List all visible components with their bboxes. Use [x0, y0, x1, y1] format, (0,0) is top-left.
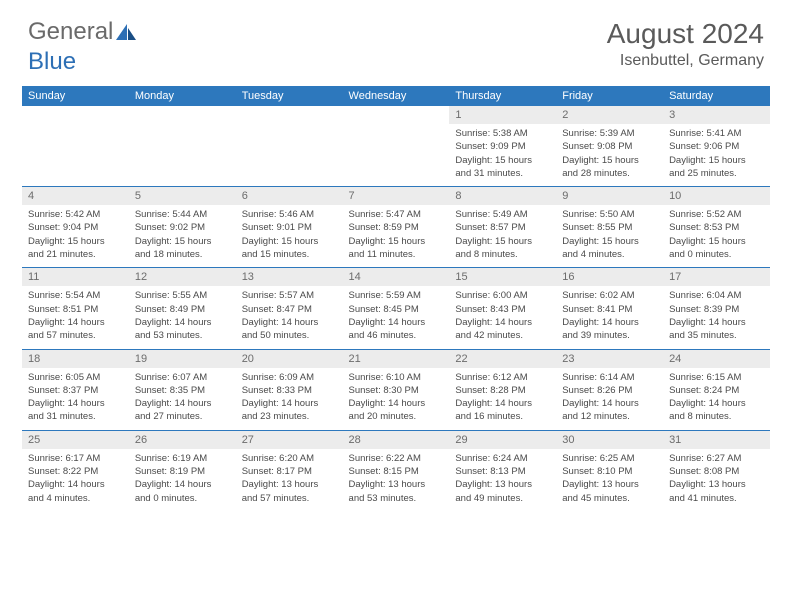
day-info-cell: Sunrise: 5:52 AMSunset: 8:53 PMDaylight:… — [663, 205, 770, 268]
day-number-cell: 30 — [556, 430, 663, 449]
week-0-number-row: 123 — [22, 106, 770, 124]
col-header-wednesday: Wednesday — [343, 86, 450, 106]
day-number-cell: 13 — [236, 268, 343, 287]
location-label: Isenbuttel, Germany — [607, 52, 764, 70]
day-info-cell: Sunrise: 6:00 AMSunset: 8:43 PMDaylight:… — [449, 286, 556, 349]
day-info-cell: Sunrise: 5:57 AMSunset: 8:47 PMDaylight:… — [236, 286, 343, 349]
day-number-cell: 16 — [556, 268, 663, 287]
day-number-cell: 23 — [556, 349, 663, 368]
day-info-cell: Sunrise: 6:17 AMSunset: 8:22 PMDaylight:… — [22, 449, 129, 511]
day-info-cell: Sunrise: 6:15 AMSunset: 8:24 PMDaylight:… — [663, 368, 770, 431]
day-number-cell: 27 — [236, 430, 343, 449]
day-number-cell: 8 — [449, 187, 556, 206]
col-header-thursday: Thursday — [449, 86, 556, 106]
calendar-table: SundayMondayTuesdayWednesdayThursdayFrid… — [22, 86, 770, 511]
day-number-cell: 25 — [22, 430, 129, 449]
day-info-cell — [22, 124, 129, 187]
day-number-cell: 6 — [236, 187, 343, 206]
week-2-info-row: Sunrise: 5:54 AMSunset: 8:51 PMDaylight:… — [22, 286, 770, 349]
day-number-cell: 22 — [449, 349, 556, 368]
day-info-cell — [129, 124, 236, 187]
day-info-cell: Sunrise: 6:25 AMSunset: 8:10 PMDaylight:… — [556, 449, 663, 511]
col-header-tuesday: Tuesday — [236, 86, 343, 106]
day-info-cell: Sunrise: 5:50 AMSunset: 8:55 PMDaylight:… — [556, 205, 663, 268]
day-number-cell: 2 — [556, 106, 663, 124]
day-number-cell: 15 — [449, 268, 556, 287]
day-info-cell: Sunrise: 6:27 AMSunset: 8:08 PMDaylight:… — [663, 449, 770, 511]
day-info-cell: Sunrise: 6:07 AMSunset: 8:35 PMDaylight:… — [129, 368, 236, 431]
week-4-info-row: Sunrise: 6:17 AMSunset: 8:22 PMDaylight:… — [22, 449, 770, 511]
day-info-cell: Sunrise: 6:24 AMSunset: 8:13 PMDaylight:… — [449, 449, 556, 511]
day-number-cell: 14 — [343, 268, 450, 287]
day-info-cell — [236, 124, 343, 187]
day-info-cell: Sunrise: 5:54 AMSunset: 8:51 PMDaylight:… — [22, 286, 129, 349]
day-number-cell: 5 — [129, 187, 236, 206]
week-3-info-row: Sunrise: 6:05 AMSunset: 8:37 PMDaylight:… — [22, 368, 770, 431]
day-info-cell — [343, 124, 450, 187]
week-4-number-row: 25262728293031 — [22, 430, 770, 449]
day-number-cell: 28 — [343, 430, 450, 449]
header: General August 2024 Isenbuttel, Germany — [0, 0, 792, 78]
day-number-cell: 17 — [663, 268, 770, 287]
day-number-cell: 20 — [236, 349, 343, 368]
logo-text-blue: Blue — [28, 48, 76, 75]
day-number-cell: 26 — [129, 430, 236, 449]
day-number-cell: 21 — [343, 349, 450, 368]
day-number-cell: 9 — [556, 187, 663, 206]
day-info-cell: Sunrise: 6:05 AMSunset: 8:37 PMDaylight:… — [22, 368, 129, 431]
logo: General — [28, 18, 139, 46]
day-number-cell: 3 — [663, 106, 770, 124]
day-number-cell: 31 — [663, 430, 770, 449]
col-header-monday: Monday — [129, 86, 236, 106]
day-number-cell: 12 — [129, 268, 236, 287]
day-info-cell: Sunrise: 6:02 AMSunset: 8:41 PMDaylight:… — [556, 286, 663, 349]
logo-text-general: General — [28, 18, 113, 46]
calendar-body: 123 Sunrise: 5:38 AMSunset: 9:09 PMDayli… — [22, 106, 770, 511]
day-number-cell — [343, 106, 450, 124]
day-number-cell: 18 — [22, 349, 129, 368]
page-title: August 2024 — [607, 18, 764, 50]
day-number-cell: 10 — [663, 187, 770, 206]
day-info-cell: Sunrise: 5:47 AMSunset: 8:59 PMDaylight:… — [343, 205, 450, 268]
day-info-cell: Sunrise: 6:20 AMSunset: 8:17 PMDaylight:… — [236, 449, 343, 511]
day-number-cell — [22, 106, 129, 124]
day-number-cell — [129, 106, 236, 124]
day-info-cell: Sunrise: 5:42 AMSunset: 9:04 PMDaylight:… — [22, 205, 129, 268]
col-header-saturday: Saturday — [663, 86, 770, 106]
week-0-info-row: Sunrise: 5:38 AMSunset: 9:09 PMDaylight:… — [22, 124, 770, 187]
col-header-friday: Friday — [556, 86, 663, 106]
title-block: August 2024 Isenbuttel, Germany — [607, 18, 764, 70]
day-info-cell: Sunrise: 5:39 AMSunset: 9:08 PMDaylight:… — [556, 124, 663, 187]
day-number-cell: 19 — [129, 349, 236, 368]
col-header-sunday: Sunday — [22, 86, 129, 106]
day-number-cell: 11 — [22, 268, 129, 287]
week-1-info-row: Sunrise: 5:42 AMSunset: 9:04 PMDaylight:… — [22, 205, 770, 268]
day-number-cell: 7 — [343, 187, 450, 206]
day-number-cell: 4 — [22, 187, 129, 206]
day-info-cell: Sunrise: 6:14 AMSunset: 8:26 PMDaylight:… — [556, 368, 663, 431]
day-info-cell: Sunrise: 5:49 AMSunset: 8:57 PMDaylight:… — [449, 205, 556, 268]
day-number-cell: 1 — [449, 106, 556, 124]
logo-blue-wrap: Blue — [28, 48, 76, 76]
day-info-cell: Sunrise: 6:12 AMSunset: 8:28 PMDaylight:… — [449, 368, 556, 431]
day-number-cell — [236, 106, 343, 124]
day-info-cell: Sunrise: 6:09 AMSunset: 8:33 PMDaylight:… — [236, 368, 343, 431]
day-info-cell: Sunrise: 5:55 AMSunset: 8:49 PMDaylight:… — [129, 286, 236, 349]
day-info-cell: Sunrise: 6:10 AMSunset: 8:30 PMDaylight:… — [343, 368, 450, 431]
calendar-header-row: SundayMondayTuesdayWednesdayThursdayFrid… — [22, 86, 770, 106]
day-info-cell: Sunrise: 6:22 AMSunset: 8:15 PMDaylight:… — [343, 449, 450, 511]
day-info-cell: Sunrise: 5:44 AMSunset: 9:02 PMDaylight:… — [129, 205, 236, 268]
day-info-cell: Sunrise: 5:59 AMSunset: 8:45 PMDaylight:… — [343, 286, 450, 349]
day-info-cell: Sunrise: 6:19 AMSunset: 8:19 PMDaylight:… — [129, 449, 236, 511]
day-info-cell: Sunrise: 5:41 AMSunset: 9:06 PMDaylight:… — [663, 124, 770, 187]
day-info-cell: Sunrise: 5:46 AMSunset: 9:01 PMDaylight:… — [236, 205, 343, 268]
day-number-cell: 29 — [449, 430, 556, 449]
day-number-cell: 24 — [663, 349, 770, 368]
day-info-cell: Sunrise: 6:04 AMSunset: 8:39 PMDaylight:… — [663, 286, 770, 349]
week-3-number-row: 18192021222324 — [22, 349, 770, 368]
week-1-number-row: 45678910 — [22, 187, 770, 206]
logo-sail-icon — [115, 23, 137, 41]
week-2-number-row: 11121314151617 — [22, 268, 770, 287]
day-info-cell: Sunrise: 5:38 AMSunset: 9:09 PMDaylight:… — [449, 124, 556, 187]
